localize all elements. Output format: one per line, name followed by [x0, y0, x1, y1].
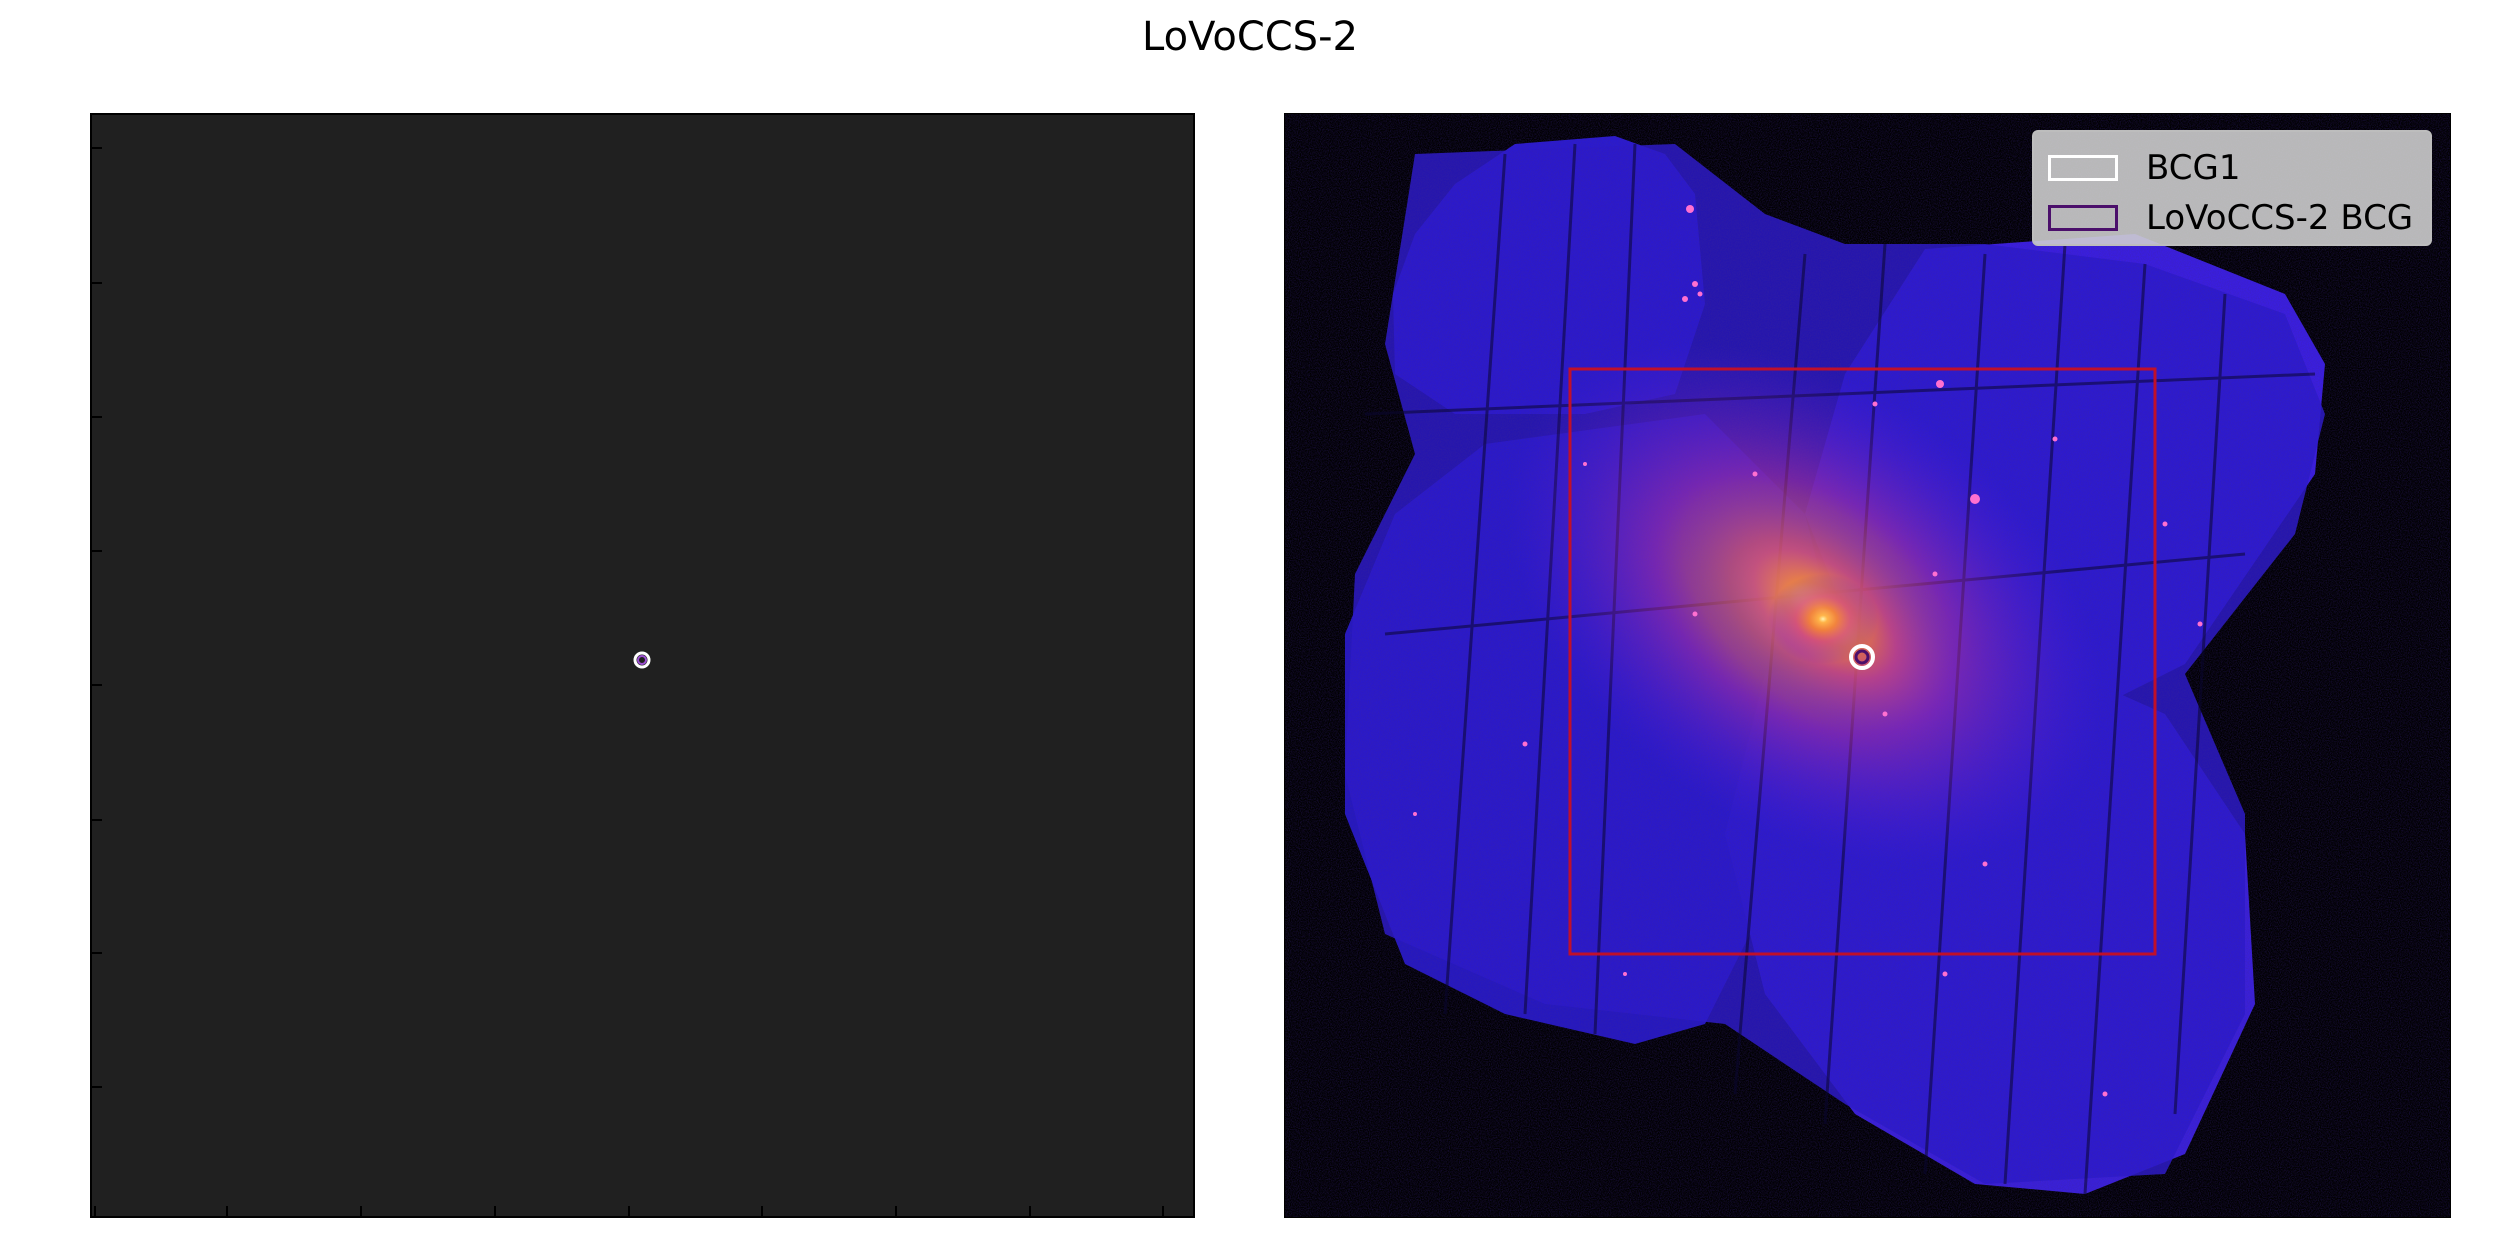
zoom-region-box: [1568, 367, 2157, 956]
left-panel-canvas: [92, 147, 1164, 1216]
left-panel-x-ticks: [94, 1206, 1164, 1216]
legend-label-bcg1: BCG1: [2146, 148, 2241, 188]
right-image-panel: BCG1 LoVoCCS-2 BCG: [1284, 113, 2451, 1218]
legend: BCG1 LoVoCCS-2 BCG: [2032, 130, 2432, 246]
figure-title: LoVoCCS-2: [1142, 14, 1358, 60]
lovoccs2-bcg-marker: [1854, 649, 1870, 665]
bcg-markers: [1849, 644, 1875, 670]
legend-label-lovoccs2-bcg: LoVoCCS-2 BCG: [2146, 198, 2414, 238]
legend-item-lovoccs2-bcg: LoVoCCS-2 BCG: [2048, 198, 2413, 238]
left-panel-bcg-marker: [633, 651, 651, 669]
bcg1-marker: [1849, 644, 1875, 670]
legend-item-bcg1: BCG1: [2048, 148, 2240, 188]
legend-swatch-bcg1: [2048, 155, 2118, 181]
legend-swatch-lovoccs2-bcg: [2048, 205, 2118, 231]
left-image-panel: [90, 113, 1195, 1218]
xray-image: [1285, 114, 2450, 1217]
xray-point-sources: [1413, 205, 2203, 1097]
left-panel-y-ticks: [92, 147, 102, 1088]
